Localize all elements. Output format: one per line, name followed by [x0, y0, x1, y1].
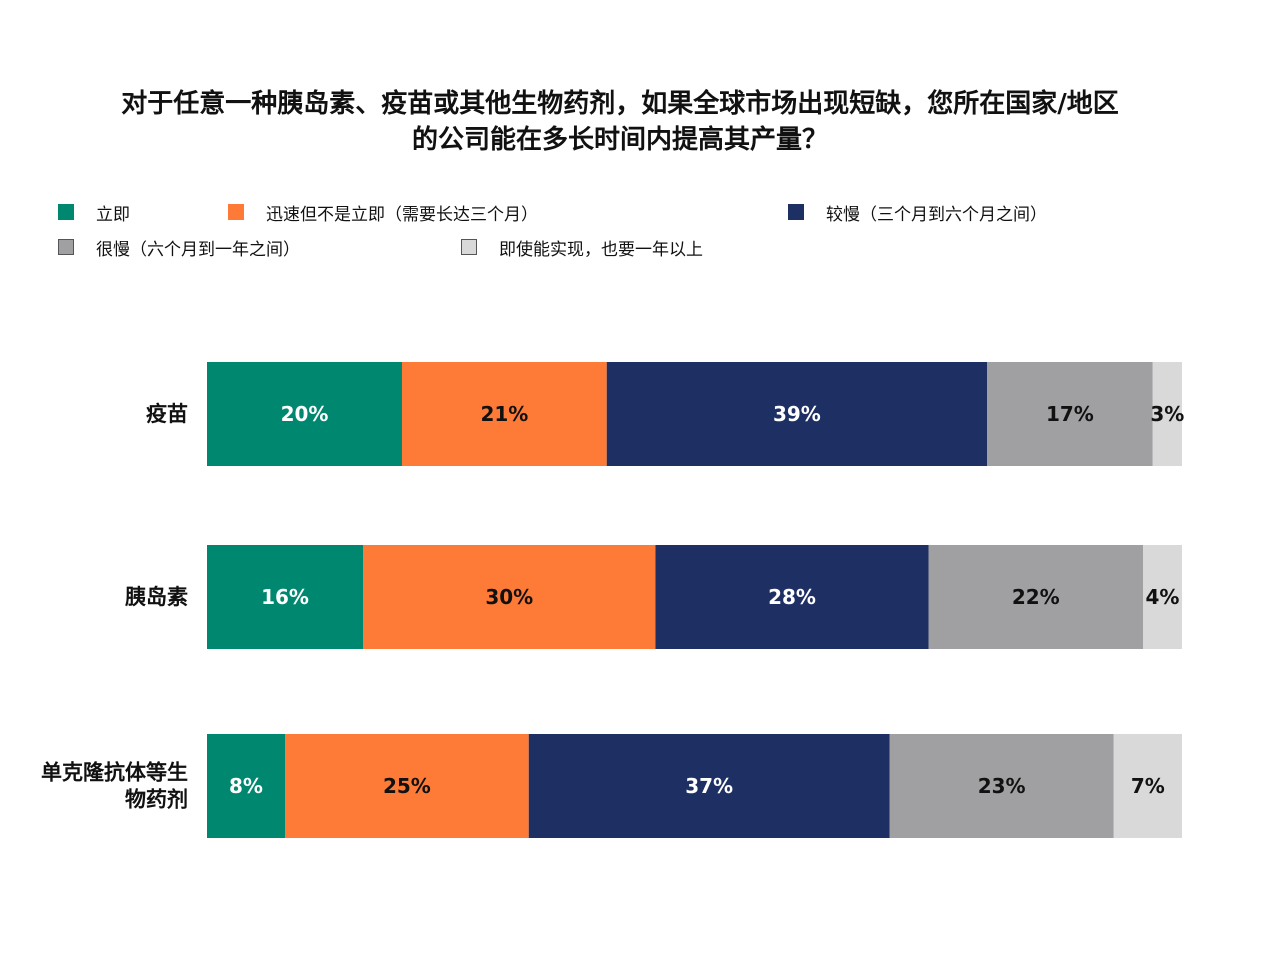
category-label-line: 胰岛素: [125, 585, 188, 609]
legend-item-immediate: 立即: [58, 201, 130, 225]
bar-segment-very-slow: [889, 734, 1114, 838]
legend-item-slower: 较慢（三个月到六个月之间）: [788, 201, 1047, 225]
bar-segment-over-year: [1113, 734, 1182, 838]
legend-swatch-very-slow: [58, 239, 74, 255]
category-label: 疫苗: [146, 402, 188, 426]
data-label: 37%: [685, 774, 733, 798]
bar-segment-slower: [655, 545, 929, 649]
bar-segment-fast: [285, 734, 529, 838]
chart-title-line-2: 的公司能在多长时间内提高其产量？: [411, 125, 828, 155]
bar-segment-immediate: [207, 362, 402, 466]
legend-item-very-slow: 很慢（六个月到一年之间）: [58, 236, 300, 260]
data-label: 16%: [261, 585, 309, 609]
bar-segment-very-slow: [987, 362, 1153, 466]
data-label: 8%: [229, 774, 263, 798]
legend-label-fast: 迅速但不是立即（需要长达三个月）: [266, 204, 538, 225]
data-label: 20%: [281, 402, 329, 426]
legend-item-over-year: 即使能实现，也要一年以上: [461, 236, 703, 260]
chart-title-line-1: 对于任意一种胰岛素、疫苗或其他生物药剂，如果全球市场出现短缺，您所在国家/地区: [121, 89, 1119, 119]
legend-swatch-fast: [228, 204, 244, 220]
legend-swatch-immediate: [58, 204, 74, 220]
chart-title: 对于任意一种胰岛素、疫苗或其他生物药剂，如果全球市场出现短缺，您所在国家/地区 …: [40, 86, 1200, 158]
data-label: 7%: [1131, 774, 1165, 798]
legend-label-over-year: 即使能实现，也要一年以上: [499, 239, 703, 260]
category-label-line: 单克隆抗体等生: [41, 761, 188, 785]
data-label: 17%: [1046, 402, 1094, 426]
bar-segment-very-slow: [928, 545, 1143, 649]
data-label: 3%: [1150, 402, 1184, 426]
data-label: 22%: [1012, 585, 1060, 609]
bar-segment-fast: [363, 545, 656, 649]
data-label: 4%: [1146, 585, 1180, 609]
legend-label-slower: 较慢（三个月到六个月之间）: [826, 204, 1047, 225]
category-label-line: 物药剂: [125, 788, 188, 812]
data-label: 23%: [978, 774, 1026, 798]
bar-segment-slower: [606, 362, 987, 466]
bar-segment-over-year: [1143, 545, 1182, 649]
legend-item-fast: 迅速但不是立即（需要长达三个月）: [228, 201, 538, 225]
bar-segment-slower: [528, 734, 890, 838]
legend-swatch-over-year: [461, 239, 477, 255]
category-label: 胰岛素: [125, 585, 188, 609]
bar-segment-immediate: [207, 734, 285, 838]
data-label: 30%: [485, 585, 533, 609]
data-label: 25%: [383, 774, 431, 798]
data-label: 21%: [480, 402, 528, 426]
legend-label-very-slow: 很慢（六个月到一年之间）: [96, 239, 300, 260]
bar-segment-over-year: [1152, 362, 1182, 466]
category-label: 单克隆抗体等生物药剂: [41, 761, 188, 812]
data-label: 39%: [773, 402, 821, 426]
legend-label-immediate: 立即: [96, 204, 130, 225]
category-label-line: 疫苗: [146, 402, 188, 426]
bar-segment-fast: [402, 362, 607, 466]
bar-segment-immediate: [207, 545, 363, 649]
data-label: 28%: [768, 585, 816, 609]
legend-swatch-slower: [788, 204, 804, 220]
